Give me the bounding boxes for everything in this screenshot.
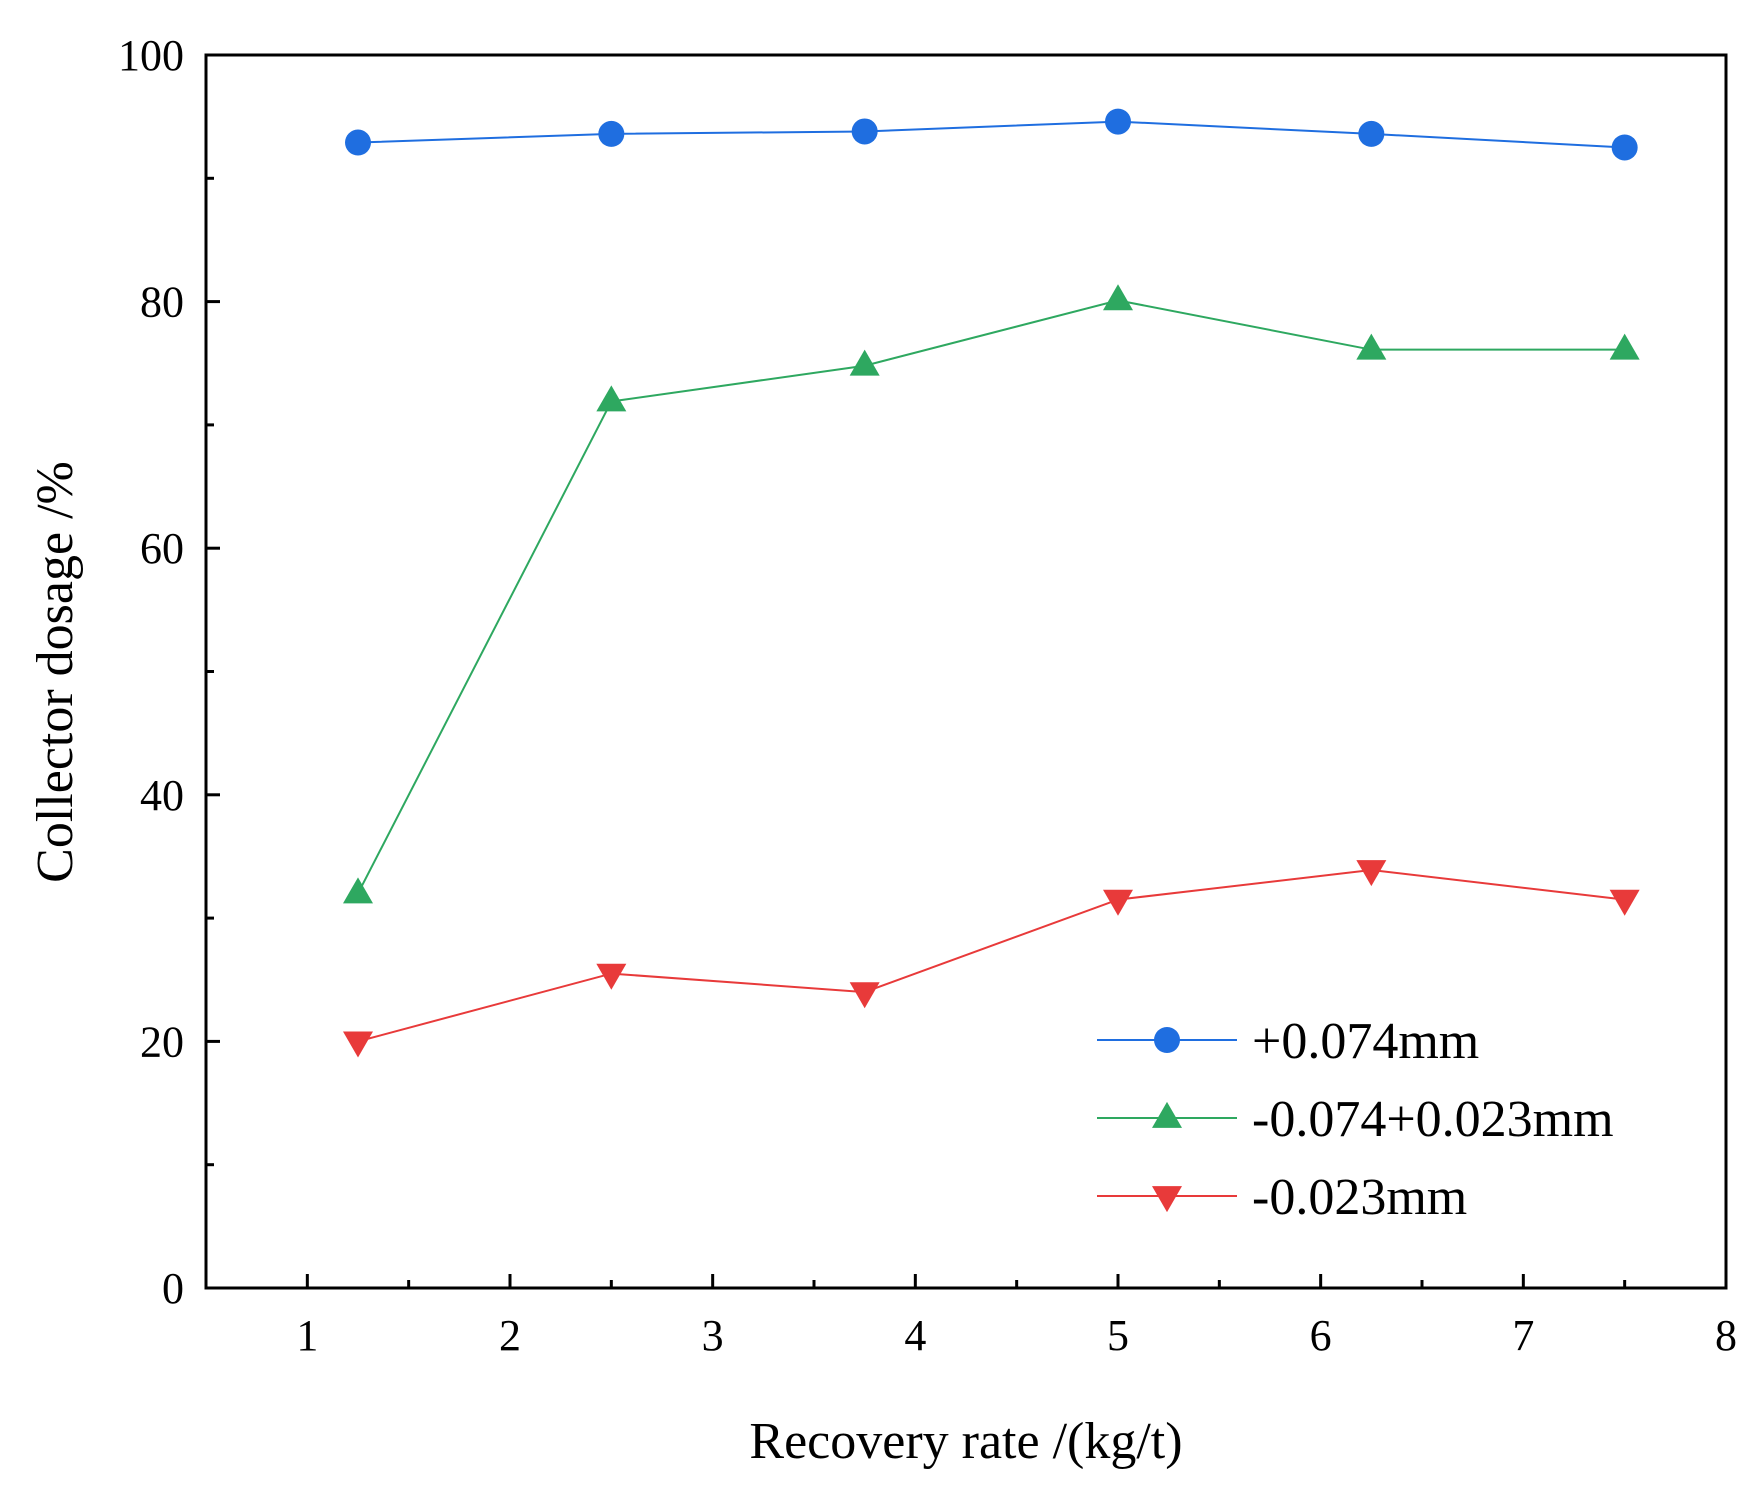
- legend-item: -0.023mm: [1097, 1169, 1467, 1226]
- series-1: [345, 108, 1638, 161]
- data-point: [849, 349, 880, 376]
- x-tick-label: 1: [296, 1311, 318, 1360]
- series-2: [343, 284, 1640, 904]
- legend-label: +0.074mm: [1252, 1013, 1479, 1070]
- x-tick-label: 2: [499, 1311, 521, 1360]
- legend-label: -0.023mm: [1252, 1169, 1467, 1226]
- legend-label: -0.074+0.023mm: [1252, 1091, 1614, 1148]
- legend-marker: [1152, 1186, 1182, 1213]
- y-tick-label: 100: [118, 31, 184, 80]
- legend: +0.074mm -0.074+0.023mm -0.023mm: [1097, 1013, 1614, 1226]
- data-point: [1105, 108, 1131, 135]
- data-point: [1609, 889, 1640, 916]
- data-point: [1358, 120, 1385, 147]
- data-point: [849, 982, 880, 1009]
- series-line: [357, 299, 1625, 894]
- data-point: [343, 1031, 373, 1058]
- x-tick-label: 8: [1715, 1311, 1737, 1360]
- data-point: [851, 118, 878, 145]
- y-tick-label: 0: [162, 1264, 184, 1313]
- data-point: [345, 129, 371, 156]
- data-point: [1356, 333, 1387, 360]
- data-point: [1611, 134, 1638, 161]
- x-tick-label: 5: [1107, 1311, 1129, 1360]
- x-axis-title: Recovery rate /(kg/t): [749, 1413, 1182, 1470]
- data-point: [1356, 860, 1387, 887]
- series-layer: [343, 108, 1640, 1058]
- y-axis-title: Collector dosage /%: [27, 461, 84, 883]
- data-point: [1103, 889, 1133, 916]
- data-point: [598, 120, 625, 147]
- y-tick-label: 20: [140, 1017, 184, 1066]
- series-line: [357, 120, 1625, 149]
- y-tick-label: 80: [140, 278, 184, 327]
- data-point: [1103, 284, 1133, 311]
- legend-marker: [1154, 1027, 1180, 1053]
- series-line: [357, 869, 1625, 1043]
- y-tick-label: 60: [140, 524, 184, 573]
- legend-item: +0.074mm: [1097, 1013, 1479, 1070]
- data-point: [343, 877, 373, 904]
- x-tick-label: 3: [702, 1311, 724, 1360]
- series-3: [343, 860, 1640, 1058]
- x-tick-label: 4: [904, 1311, 926, 1360]
- legend-item: -0.074+0.023mm: [1097, 1091, 1614, 1148]
- data-point: [1609, 333, 1640, 360]
- data-point: [596, 385, 627, 412]
- x-tick-label: 7: [1512, 1311, 1534, 1360]
- legend-marker: [1152, 1101, 1182, 1128]
- x-tick-label: 6: [1310, 1311, 1332, 1360]
- y-tick-label: 40: [140, 771, 184, 820]
- data-point: [596, 963, 627, 990]
